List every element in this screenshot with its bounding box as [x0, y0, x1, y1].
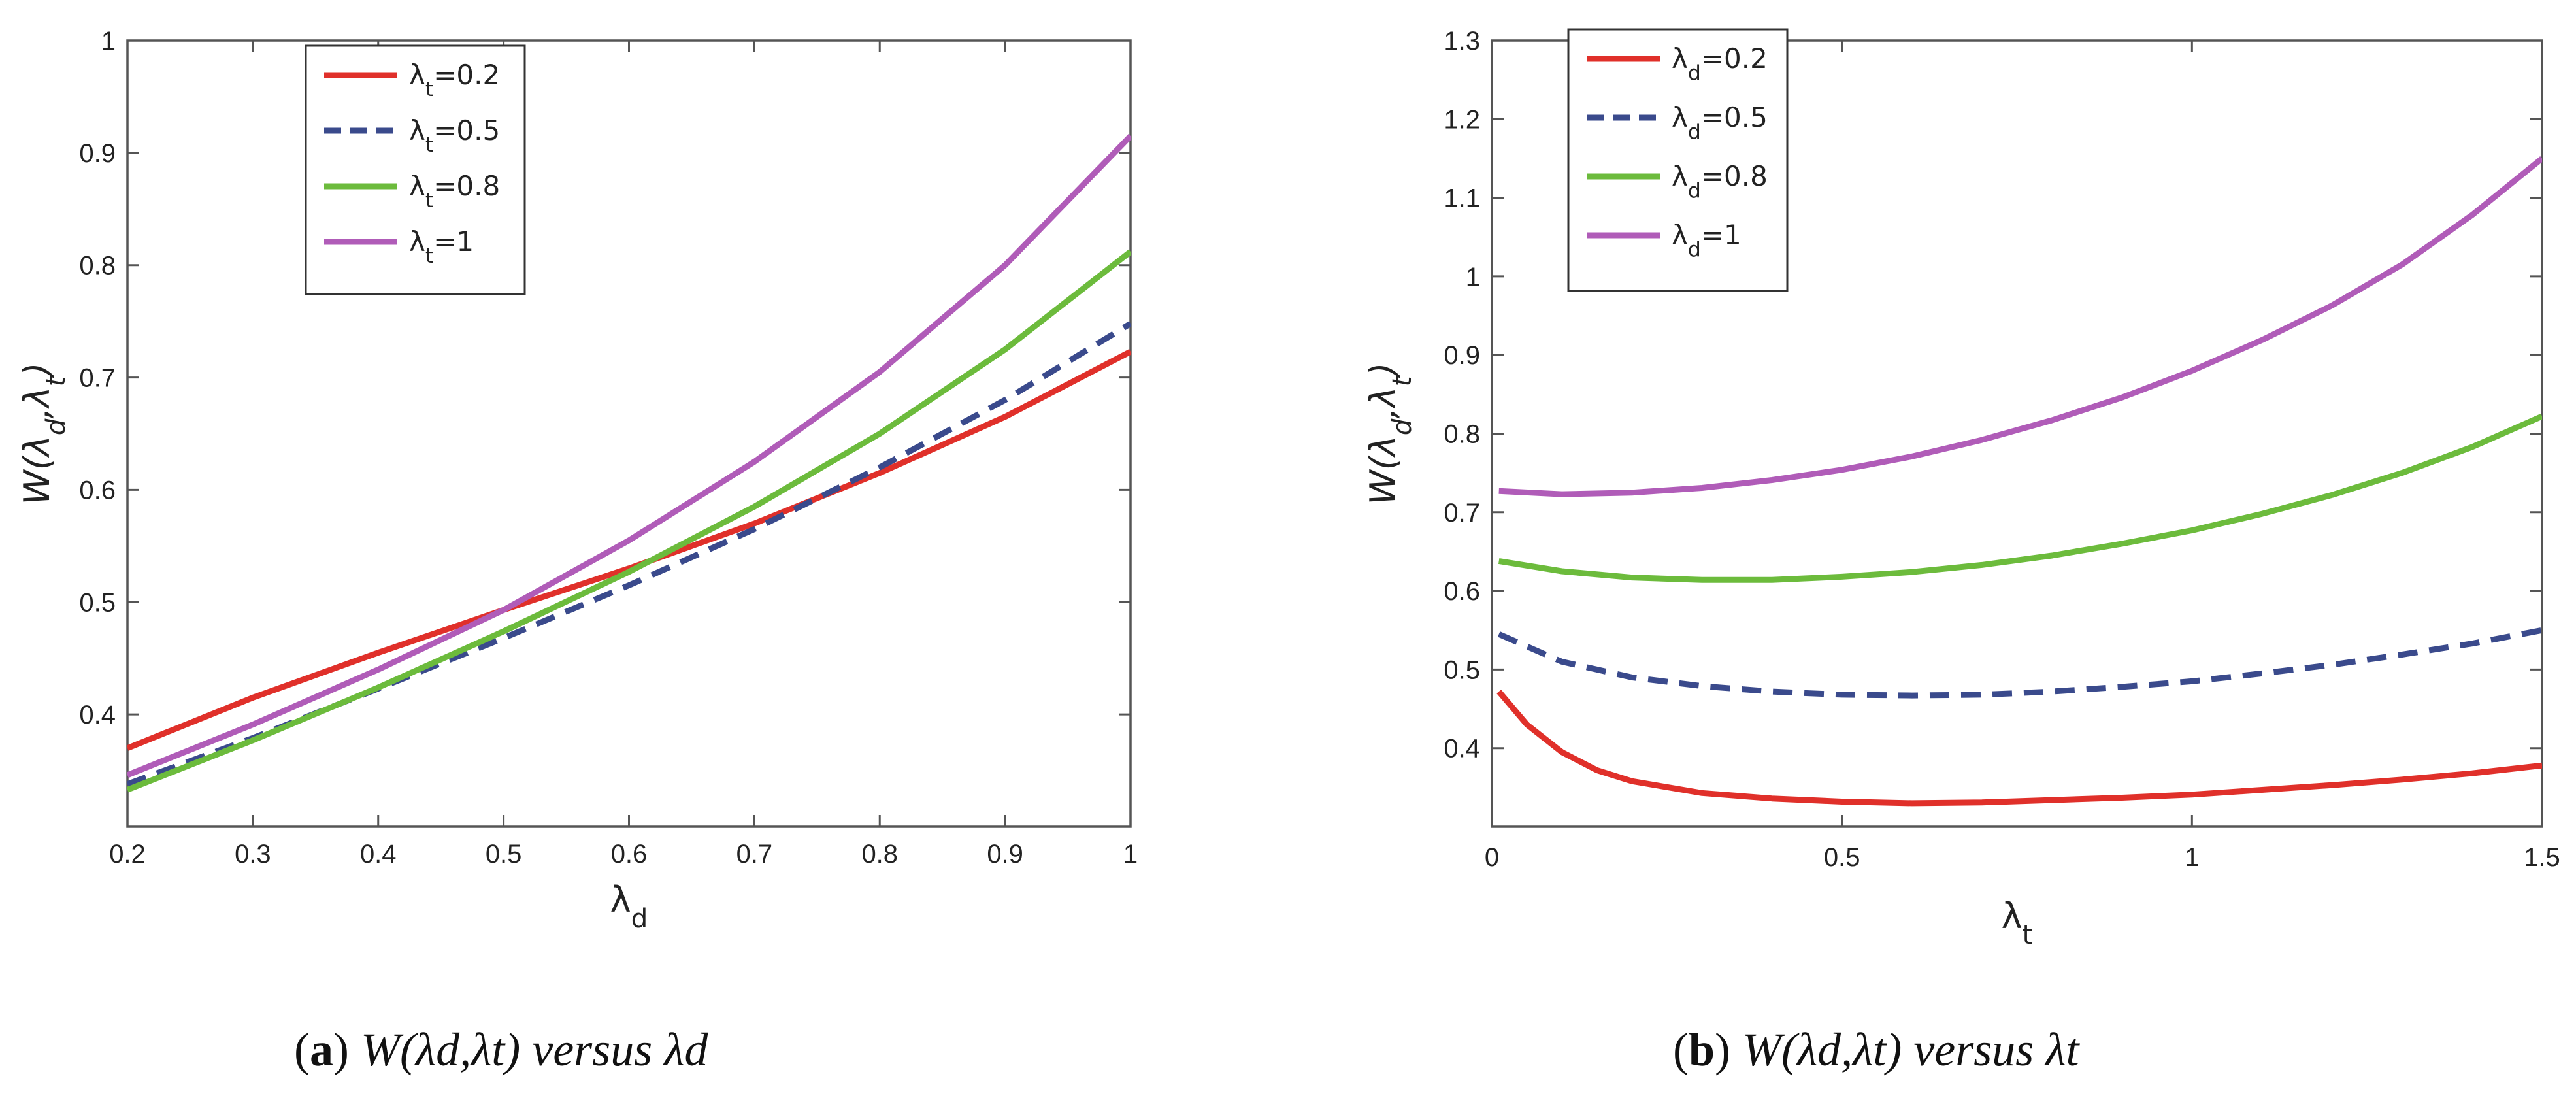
x-tick-label: 0.2	[109, 840, 146, 869]
x-axis-label: λt	[2002, 895, 2033, 950]
x-tick-label: 0	[1485, 843, 1499, 872]
legend-label: λd=0.2	[1672, 42, 1768, 85]
legend-box	[1567, 28, 1789, 292]
legend-label: λt=0.2	[409, 59, 500, 101]
y-tick-label: 1.3	[1444, 27, 1480, 56]
y-tick-label: 0.8	[1444, 420, 1480, 449]
series-line-4	[127, 133, 1131, 778]
legend-label: λt=1	[409, 225, 474, 268]
series-line-4	[1498, 156, 2542, 497]
x-tick-label: 0.7	[736, 840, 773, 869]
legend-label: λd=1	[1672, 219, 1742, 261]
y-tick-label: 0.4	[1444, 735, 1480, 763]
y-tick-label: 0.6	[1444, 577, 1480, 606]
x-tick-label: 1.5	[2524, 843, 2560, 872]
caption-a-label: a	[310, 1024, 333, 1076]
x-tick-label: 0.6	[611, 840, 648, 869]
y-tick-label: 0.9	[79, 139, 116, 168]
y-tick-label: 0.7	[79, 364, 116, 393]
y-tick-label: 1.1	[1444, 184, 1480, 213]
legend: λt=0.2 λt=0.5 λt=0.8 λt=1	[305, 44, 526, 295]
x-tick-label: 1	[2185, 843, 2199, 872]
caption-b-label: b	[1689, 1024, 1715, 1076]
x-tick-label: 0.5	[486, 840, 522, 869]
legend-label: λd=0.8	[1672, 160, 1768, 203]
x-tick-label: 0.4	[360, 840, 397, 869]
legend-label: λt=0.8	[409, 170, 500, 212]
series-line-3	[127, 249, 1131, 793]
caption-b: (b) W(λd,λt) versus λt	[1673, 1024, 2080, 1076]
legend-label: λt=0.5	[409, 114, 500, 157]
caption-a-text: W(λd,λt) versus λd	[361, 1024, 708, 1076]
caption-a: (a) W(λd,λt) versus λd	[294, 1024, 708, 1076]
y-tick-label: 0.5	[79, 588, 116, 617]
series-line-1	[1496, 690, 2542, 807]
series-line-3	[1498, 413, 2542, 583]
chart-b: 0 0.5 1 1.5 0.4 0.5 0.6 0.7 0.8 0.9 1 1.1 1.2 1.3 λt W(…	[1362, 27, 2560, 950]
x-axis-label: λd	[610, 879, 648, 934]
legend: λd=0.2 λd=0.5 λd=0.8 λd=1	[1567, 28, 1789, 292]
legend-label: λd=0.5	[1672, 101, 1768, 144]
y-tick-label: 0.5	[1444, 656, 1480, 684]
caption-b-text: W(λd,λt) versus λt	[1742, 1024, 2080, 1076]
y-tick-label: 1.2	[1444, 105, 1480, 134]
y-tick-label: 0.7	[1444, 499, 1480, 527]
x-tick-label: 0.5	[1824, 843, 1860, 872]
y-axis-label: W(λd,λt)	[16, 362, 71, 505]
series-line-1	[127, 349, 1131, 751]
plot-area-a	[126, 39, 1132, 828]
chart-a: 0.2 0.3 0.4 0.5 0.6 0.7 0.8 0.9 1 0.4 0.5 0.6 0.7 0.8…	[16, 27, 1138, 934]
y-tick-label: 0.4	[79, 701, 116, 729]
y-tick-label: 1	[101, 27, 116, 56]
x-tick-label: 1	[1123, 840, 1138, 869]
series-line-2	[1497, 627, 2542, 699]
x-tick-label: 0.3	[235, 840, 271, 869]
series-line-2	[127, 321, 1131, 787]
y-axis-label: W(λd,λt)	[1362, 362, 1417, 505]
legend-box	[305, 44, 526, 295]
y-tick-label: 0.9	[1444, 341, 1480, 370]
y-tick-label: 0.8	[79, 252, 116, 280]
x-tick-label: 0.9	[987, 840, 1023, 869]
y-tick-label: 0.6	[79, 476, 116, 505]
x-tick-label: 0.8	[861, 840, 898, 869]
y-tick-label: 1	[1466, 263, 1480, 292]
